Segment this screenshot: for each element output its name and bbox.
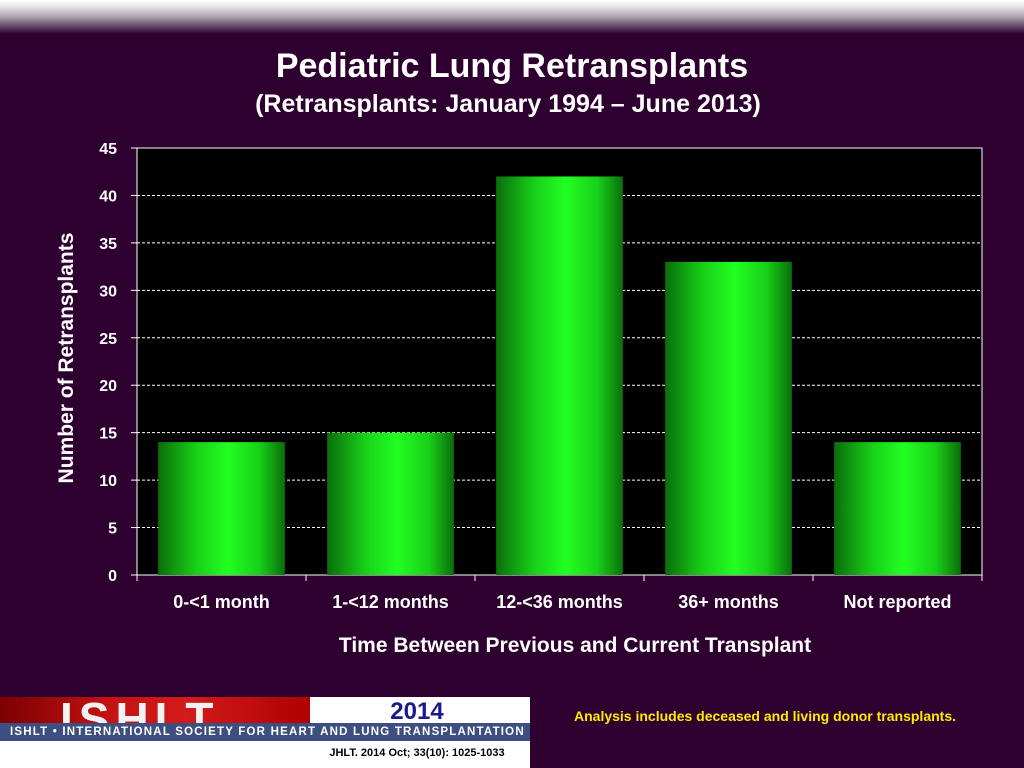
ishlt-tagline-bar <box>0 723 530 741</box>
y-tick-label: 25 <box>99 331 117 348</box>
y-axis-label: Number of Retransplants <box>55 233 78 484</box>
x-tick-label: 1-<12 months <box>332 592 449 612</box>
ishlt-tagline: ISHLT • INTERNATIONAL SOCIETY FOR HEART … <box>10 726 525 738</box>
bar <box>158 442 285 575</box>
x-tick-label: 0-<1 month <box>173 592 270 612</box>
bar <box>834 442 961 575</box>
y-tick-label: 30 <box>99 283 117 300</box>
x-tick-label: 36+ months <box>678 592 779 612</box>
y-tick-label: 35 <box>99 236 117 253</box>
bar-chart: 0 5 10 15 20 25 30 35 40 45 0-<1 month 1-<12 months… <box>55 141 983 657</box>
y-tick-label: 20 <box>99 378 117 395</box>
y-tick-label: 15 <box>99 426 117 443</box>
bar <box>327 432 454 575</box>
analysis-footnote: Analysis includes deceased and living do… <box>574 708 956 724</box>
y-tick-label: 5 <box>108 521 117 538</box>
x-tick-label: Not reported <box>844 592 952 612</box>
chart-title: Pediatric Lung Retransplants <box>275 47 749 85</box>
x-tick-label: 12-<36 months <box>496 592 623 612</box>
y-tick-label: 40 <box>99 188 117 205</box>
chart-subtitle: (Retransplants: January 1994 – June 2013… <box>255 90 761 118</box>
journal-citation: JHLT. 2014 Oct; 33(10): 1025-1033 <box>329 747 505 759</box>
y-tick-label: 0 <box>108 568 117 585</box>
y-tick-label: 10 <box>99 473 117 490</box>
report-year: 2014 <box>390 698 444 725</box>
bar <box>665 261 792 575</box>
x-axis-label: Time Between Previous and Current Transp… <box>339 634 811 657</box>
top-gradient-strip <box>0 0 1024 34</box>
y-tick-label: 45 <box>99 141 117 158</box>
bar <box>496 176 623 575</box>
